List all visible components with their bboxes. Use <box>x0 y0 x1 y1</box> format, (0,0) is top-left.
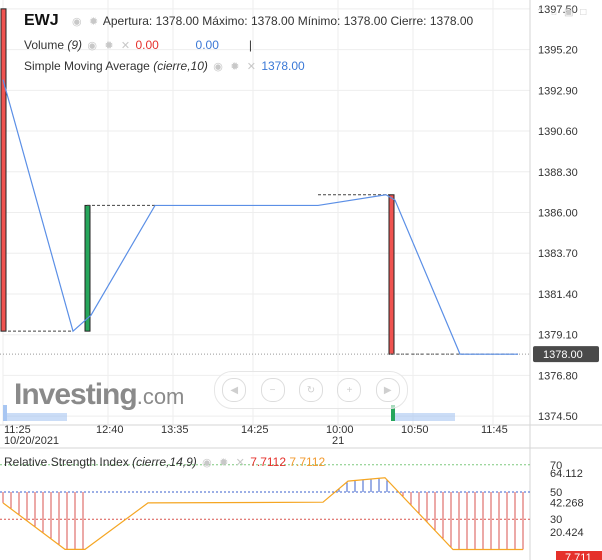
time-tick-label: 11:25 <box>4 424 31 436</box>
price-tick-label: 1381.40 <box>538 289 578 301</box>
candle <box>388 194 395 355</box>
open-label: Apertura: <box>102 14 153 28</box>
symbol-label: EWJ <box>24 12 59 29</box>
zoom-in-icon[interactable]: + <box>337 378 362 402</box>
close-icon[interactable]: ✕ <box>235 457 245 469</box>
sma-param: (cierre,10) <box>153 59 208 73</box>
volume-legend: Volume (9) ◉ ✹ ✕ 0.00 0.00 | <box>24 38 252 52</box>
price-tick-label: 1383.70 <box>538 248 578 260</box>
candle <box>84 204 91 332</box>
gear-icon[interactable]: ✹ <box>104 40 114 52</box>
last-price-badge <box>533 346 599 363</box>
investing-watermark: Investing.com <box>14 378 184 412</box>
sma-label: Simple Moving Average <box>24 59 150 73</box>
gear-icon[interactable]: ✹ <box>230 61 240 73</box>
price-tick-label: 1397.50 <box>538 4 578 16</box>
volume-bar <box>3 405 7 421</box>
volume-label: Volume <box>24 38 65 52</box>
rsi-line <box>2 477 523 551</box>
eye-icon[interactable]: ◉ <box>72 16 82 28</box>
lock-icon[interactable]: ▣ <box>564 7 576 18</box>
zoom-reset-icon[interactable]: ↻ <box>298 378 323 402</box>
rsi-tick-label: 20.424 <box>550 527 584 539</box>
maximize-icon[interactable]: □ <box>580 7 589 18</box>
rsi-tick-label: 50 <box>550 487 562 499</box>
rsi-tick-label: 30 <box>550 514 562 526</box>
volume-value-1: 0.00 <box>135 38 159 52</box>
sma-value: 1378.00 <box>261 59 305 73</box>
rsi-tick-label: 70 <box>550 460 562 472</box>
close-icon[interactable]: ✕ <box>246 61 256 73</box>
chart-navigation: ◀ − ↻ + ▶ <box>214 371 408 409</box>
corner-controls: ⌃ ⌂ ▣ □ <box>536 7 588 18</box>
legend-separator: | <box>248 38 253 52</box>
gear-icon[interactable]: ✹ <box>88 16 99 28</box>
eye-icon[interactable]: ◉ <box>202 457 212 469</box>
watermark-brand: Investing <box>14 378 138 411</box>
volume-bar <box>391 405 395 421</box>
close-label: Cierre: <box>390 14 427 28</box>
sma-legend: Simple Moving Average (cierre,10) ◉ ✹ ✕ … <box>24 59 305 73</box>
rsi-value-1: 7.7112 <box>250 455 287 469</box>
volume-param: (9) <box>67 38 83 52</box>
sma-line <box>2 79 518 355</box>
close-icon[interactable]: ✕ <box>120 40 131 52</box>
gear-icon[interactable]: ✹ <box>219 457 229 469</box>
price-tick-label: 1374.50 <box>538 411 578 423</box>
time-tick-label: 14:25 <box>241 424 269 436</box>
watermark-domain: .com <box>136 384 185 409</box>
high-value: 1378.00 <box>250 14 295 28</box>
chevron-up-icon[interactable]: ⌃ <box>536 7 547 18</box>
last-price-label: 1378.00 <box>543 349 583 361</box>
price-tick-label: 1395.20 <box>538 45 578 57</box>
rsi-tick-label: 64.112 <box>550 468 583 480</box>
rsi-value-2: 7.7112 <box>289 455 326 469</box>
time-tick-label: 10:00 <box>326 424 354 436</box>
eye-icon[interactable]: ◉ <box>87 40 97 52</box>
price-tick-label: 1390.60 <box>538 126 578 138</box>
low-label: Mínimo: <box>297 14 341 28</box>
home-icon[interactable]: ⌂ <box>551 7 560 18</box>
zoom-out-icon[interactable]: − <box>260 378 285 402</box>
low-value: 1378.00 <box>343 14 388 28</box>
rsi-param: (cierre,14,9) <box>132 455 197 469</box>
price-tick-label: 1386.00 <box>538 208 578 220</box>
time-tick-label: 10:50 <box>401 424 429 436</box>
price-tick-label: 1392.90 <box>538 85 578 97</box>
rsi-label: Relative Strength Index <box>4 455 129 469</box>
time-tick-sublabel: 21 <box>332 435 344 447</box>
close-value: 1378.00 <box>429 14 474 28</box>
rsi-value-badge <box>556 551 602 560</box>
volume-area <box>7 413 67 421</box>
rsi-tick-label: 42.268 <box>550 498 584 510</box>
open-value: 1378.00 <box>155 14 199 28</box>
high-label: Máximo: <box>202 14 248 28</box>
ohlc-legend: EWJ ◉ ✹ Apertura: 1378.00 Máximo: 1378.0… <box>24 12 473 30</box>
price-tick-label: 1376.80 <box>538 370 578 382</box>
eye-icon[interactable]: ◉ <box>213 61 223 73</box>
scroll-right-icon[interactable]: ▶ <box>375 378 400 402</box>
time-tick-sublabel: 10/20/2021 <box>4 435 59 447</box>
time-tick-label: 13:35 <box>161 424 189 436</box>
volume-area <box>395 413 455 421</box>
time-tick-label: 11:45 <box>481 424 508 436</box>
time-tick-label: 12:40 <box>96 424 124 436</box>
candle <box>0 8 7 332</box>
scroll-left-icon[interactable]: ◀ <box>222 378 247 402</box>
rsi-value-label: 7.711 <box>565 552 592 560</box>
rsi-legend: Relative Strength Index (cierre,14,9) ◉ … <box>4 455 325 469</box>
price-tick-label: 1388.30 <box>538 167 578 179</box>
volume-value-2: 0.00 <box>195 38 219 52</box>
price-tick-label: 1379.10 <box>538 330 578 342</box>
